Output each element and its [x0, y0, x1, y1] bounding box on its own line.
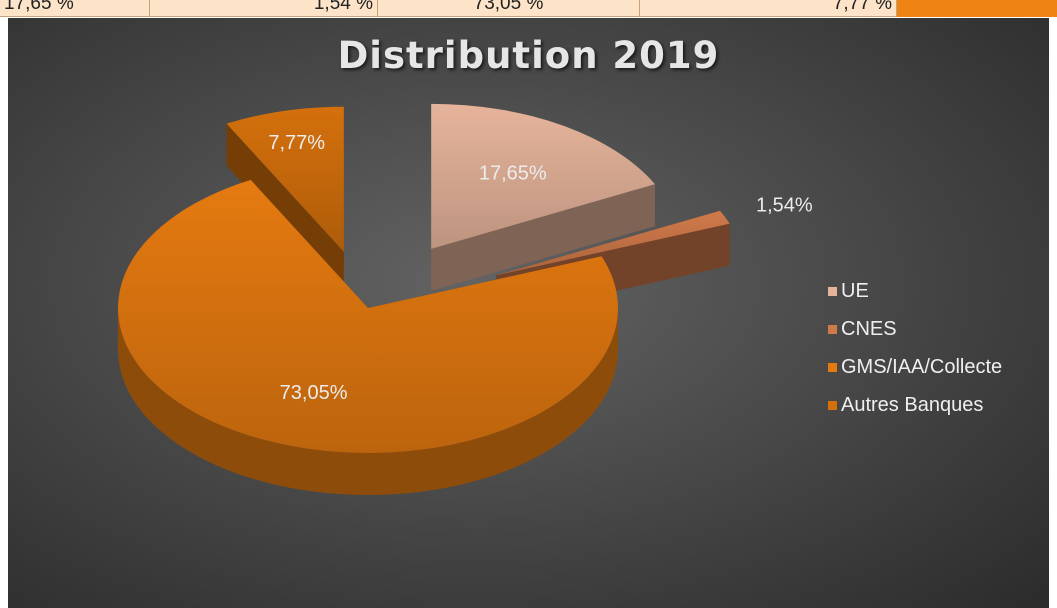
top-table-row: 17,65 % 1,54 % 73,05 % 7,77 % [0, 0, 1057, 17]
legend-label: Autres Banques [841, 393, 984, 416]
chart-legend: UE CNES GMS/IAA/Collecte Autres Banques [828, 272, 1002, 424]
legend-swatch [828, 362, 837, 372]
chart-panel: Distribution 2019 17,65% 1,54% 73,05% 7,77%… [8, 18, 1049, 608]
data-label-ue: 17,65% [479, 162, 547, 184]
data-label-cnes: 1,54% [756, 195, 813, 217]
data-label-gms-iaa-collecte: 73,05% [280, 382, 348, 404]
legend-item: GMS/IAA/Collecte [828, 348, 1002, 386]
table-cell: 17,65 % [0, 0, 150, 17]
legend-label: GMS/IAA/Collecte [841, 355, 1003, 378]
legend-label: CNES [841, 317, 897, 340]
legend-swatch [828, 286, 837, 296]
pie-chart: 17,65% 1,54% 73,05% 7,77% [118, 103, 813, 495]
table-cell: 7,77 % [640, 0, 897, 17]
table-cell-accent [897, 0, 1057, 17]
legend-swatch [828, 324, 837, 334]
data-label-autres-banques: 7,77% [268, 132, 325, 154]
legend-swatch [828, 400, 837, 410]
table-cell: 73,05 % [378, 0, 640, 17]
legend-item: CNES [828, 310, 1002, 348]
legend-item: UE [828, 272, 1002, 310]
pie-slice-gms-iaa-collecte [118, 179, 619, 495]
pie-slice-ue [431, 103, 655, 291]
legend-item: Autres Banques [828, 386, 1002, 424]
table-cell: 1,54 % [150, 0, 378, 17]
legend-label: UE [841, 279, 869, 302]
chart-title: Distribution 2019 [337, 34, 720, 77]
